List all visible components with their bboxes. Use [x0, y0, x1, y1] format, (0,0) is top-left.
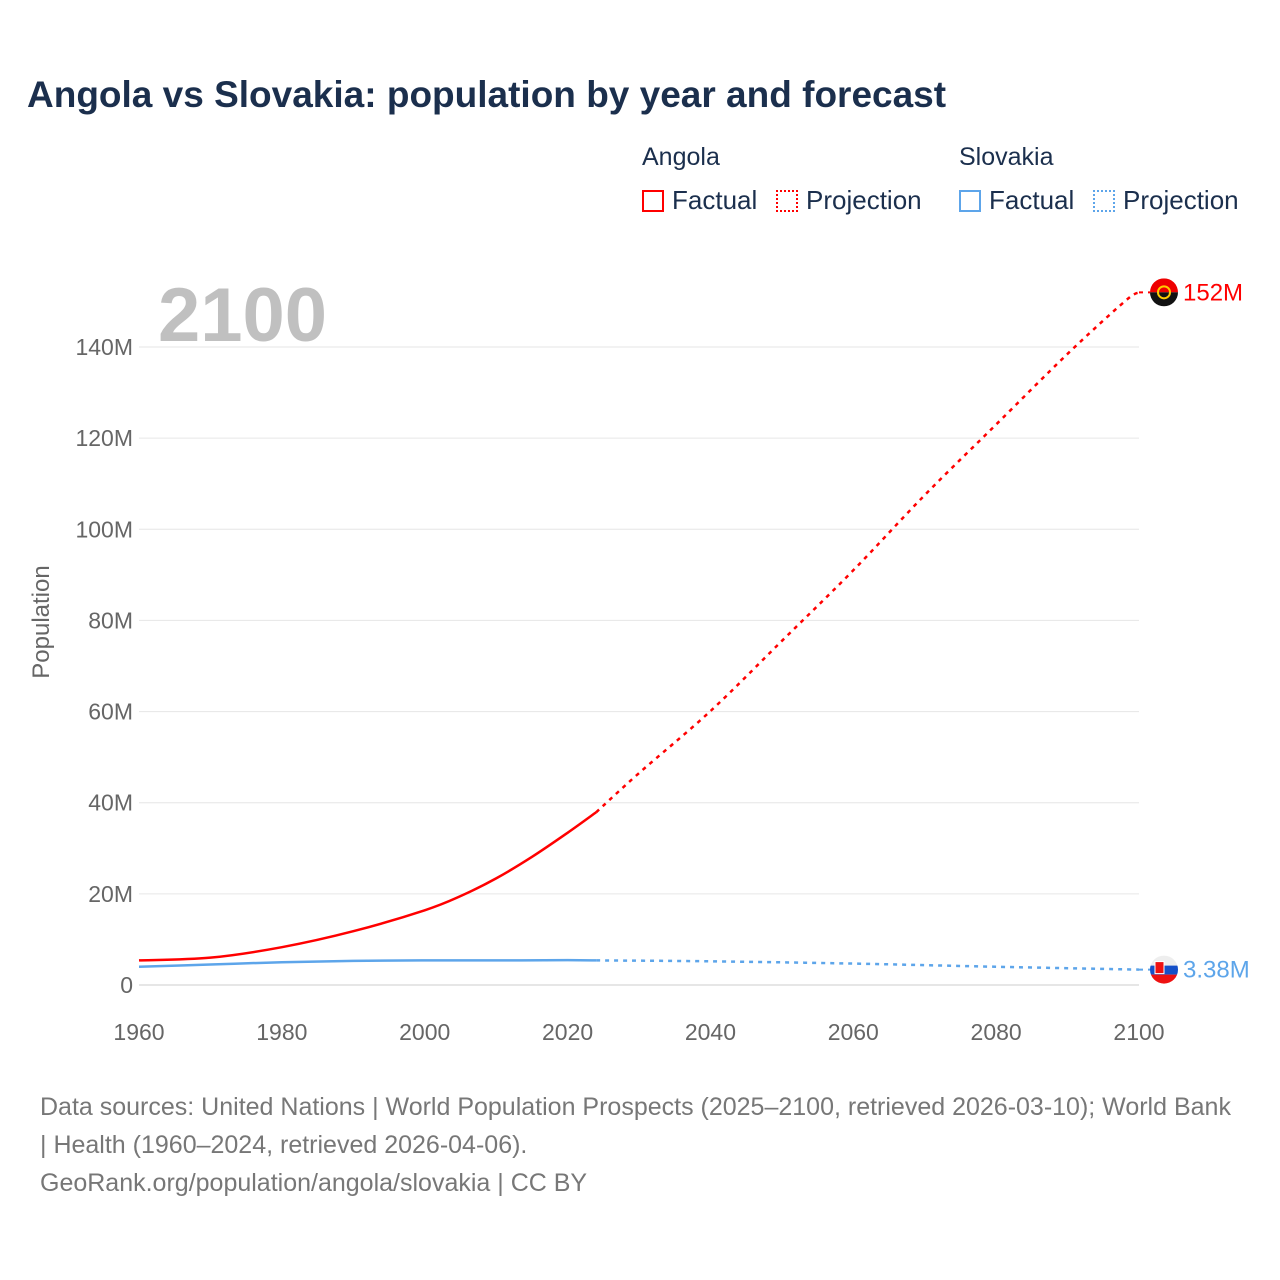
legend-angola-factual[interactable]: Factual [642, 185, 757, 216]
y-tick-label: 100M [75, 516, 133, 542]
x-tick-label: 2020 [542, 1019, 593, 1045]
slovakia-projection-line [596, 959, 1140, 971]
angola-end-label: 152M [1183, 279, 1243, 306]
legend-slovakia-factual[interactable]: Factual [959, 185, 1074, 216]
y-tick-label: 60M [88, 699, 133, 725]
legend-group-angola: Angola [642, 143, 720, 171]
legend-label: Factual [989, 185, 1075, 215]
chart-title: Angola vs Slovakia: population by year a… [27, 74, 947, 115]
y-tick-label: 120M [75, 425, 133, 451]
x-tick-label: 2000 [399, 1019, 450, 1045]
x-tick-label: 1980 [256, 1019, 307, 1045]
solid-swatch-icon [642, 189, 664, 212]
angola-flag-icon [1150, 278, 1178, 307]
y-tick-label: 0 [120, 972, 133, 998]
legend-angola-projection[interactable]: Projection [776, 185, 922, 216]
legend-label: Projection [806, 185, 922, 215]
footer: Data sources: United Nations | World Pop… [40, 1088, 1240, 1202]
dotted-swatch-icon [776, 189, 798, 212]
legend-label: Factual [672, 185, 758, 215]
x-tick-label: 2040 [685, 1019, 736, 1045]
slovakia-end-label: 3.38M [1183, 957, 1250, 984]
slovakia-factual-line [138, 958, 597, 969]
data-sources: Data sources: United Nations | World Pop… [40, 1093, 1231, 1159]
x-tick-label: 2100 [1113, 1019, 1164, 1045]
legend-slovakia-projection[interactable]: Projection [1093, 185, 1239, 216]
y-axis-label: Population [28, 565, 55, 679]
y-tick-label: 80M [88, 607, 133, 633]
slovakia-flag-icon [1150, 955, 1178, 984]
angola-projection-line [595, 291, 1140, 814]
y-tick-label: 20M [88, 881, 133, 907]
x-tick-label: 1960 [113, 1019, 164, 1045]
y-tick-label: 140M [75, 334, 133, 360]
x-tick-label: 2080 [971, 1019, 1022, 1045]
current-year-label: 2100 [158, 273, 328, 358]
legend-label: Projection [1123, 185, 1239, 215]
angola-factual-line [138, 811, 597, 962]
legend-group-slovakia: Slovakia [959, 143, 1054, 171]
credit-link[interactable]: GeoRank.org/population/angola/slovakia |… [40, 1169, 588, 1197]
solid-swatch-icon [959, 189, 981, 212]
dotted-swatch-icon [1093, 189, 1115, 212]
y-tick-label: 40M [88, 790, 133, 816]
x-tick-label: 2060 [828, 1019, 879, 1045]
